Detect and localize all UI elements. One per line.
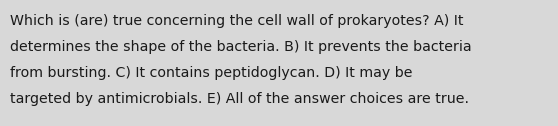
Text: from bursting. C) It contains peptidoglycan. D) It may be: from bursting. C) It contains peptidogly… [10, 66, 412, 80]
Text: determines the shape of the bacteria. B) It prevents the bacteria: determines the shape of the bacteria. B)… [10, 40, 472, 54]
Text: targeted by antimicrobials. E) All of the answer choices are true.: targeted by antimicrobials. E) All of th… [10, 92, 469, 106]
Text: Which is (are) true concerning the cell wall of prokaryotes? A) It: Which is (are) true concerning the cell … [10, 14, 464, 28]
